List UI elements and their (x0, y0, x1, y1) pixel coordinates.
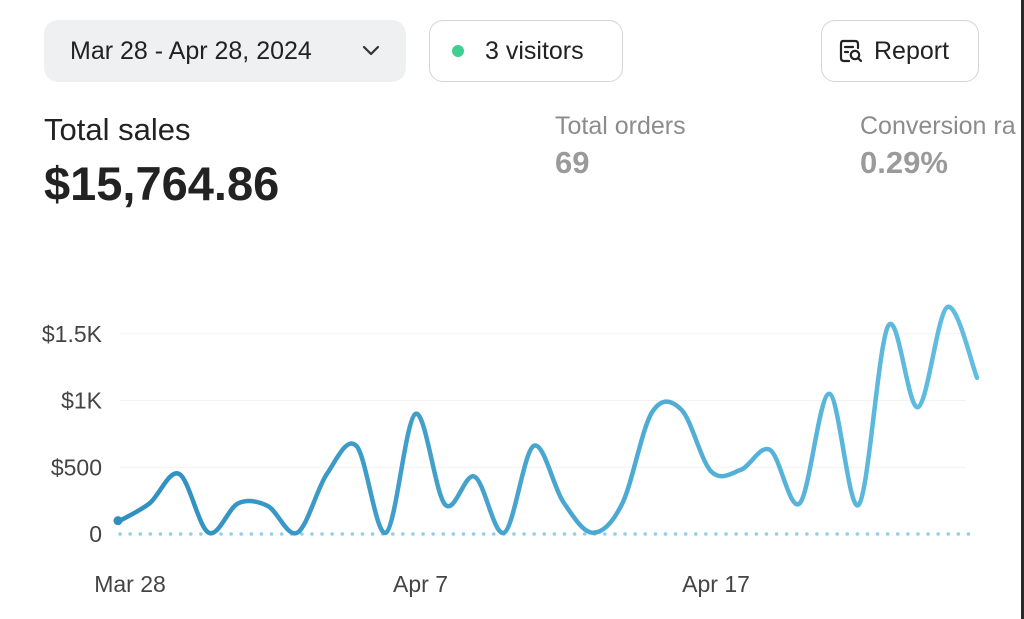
status-dot-icon (452, 45, 464, 57)
date-range-picker[interactable]: Mar 28 - Apr 28, 2024 (44, 20, 406, 82)
window-edge (1021, 0, 1024, 619)
total-orders-label: Total orders (555, 112, 686, 140)
total-sales-value: $15,764.86 (44, 157, 280, 210)
y-tick-label: $500 (51, 454, 102, 480)
y-tick-label: $1.5K (42, 321, 103, 347)
conversion-rate-value: 0.29% (860, 145, 948, 180)
sales-series (113, 304, 980, 536)
total-sales-label: Total sales (44, 112, 191, 147)
date-range-label: Mar 28 - Apr 28, 2024 (70, 36, 312, 65)
x-tick-label: Apr 17 (682, 571, 750, 597)
x-tick-label: Mar 28 (94, 571, 166, 597)
visitors-label: 3 visitors (485, 36, 584, 65)
chevron-down-icon (362, 42, 380, 60)
total-orders-value: 69 (555, 145, 590, 180)
conversion-rate-label: Conversion ra (860, 112, 1016, 140)
total-sales-metric[interactable]: Total sales $15,764.86 (44, 112, 279, 211)
report-button[interactable]: Report (821, 20, 979, 82)
report-label: Report (874, 36, 950, 65)
y-axis: 0 $500 $1K $1.5K (42, 321, 103, 547)
chart-grid (120, 333, 966, 468)
total-orders-metric[interactable]: Total orders 69 (555, 112, 686, 181)
start-point (113, 516, 123, 526)
report-search-icon (838, 38, 864, 64)
y-tick-label: 0 (89, 521, 102, 547)
x-axis: Mar 28 Apr 7 Apr 17 (94, 571, 750, 597)
sales-line (117, 304, 980, 536)
live-visitors-button[interactable]: 3 visitors (429, 20, 623, 82)
x-tick-label: Apr 7 (393, 571, 448, 597)
y-tick-label: $1K (61, 388, 103, 414)
conversion-rate-metric[interactable]: Conversion ra 0.29% (860, 112, 1016, 181)
